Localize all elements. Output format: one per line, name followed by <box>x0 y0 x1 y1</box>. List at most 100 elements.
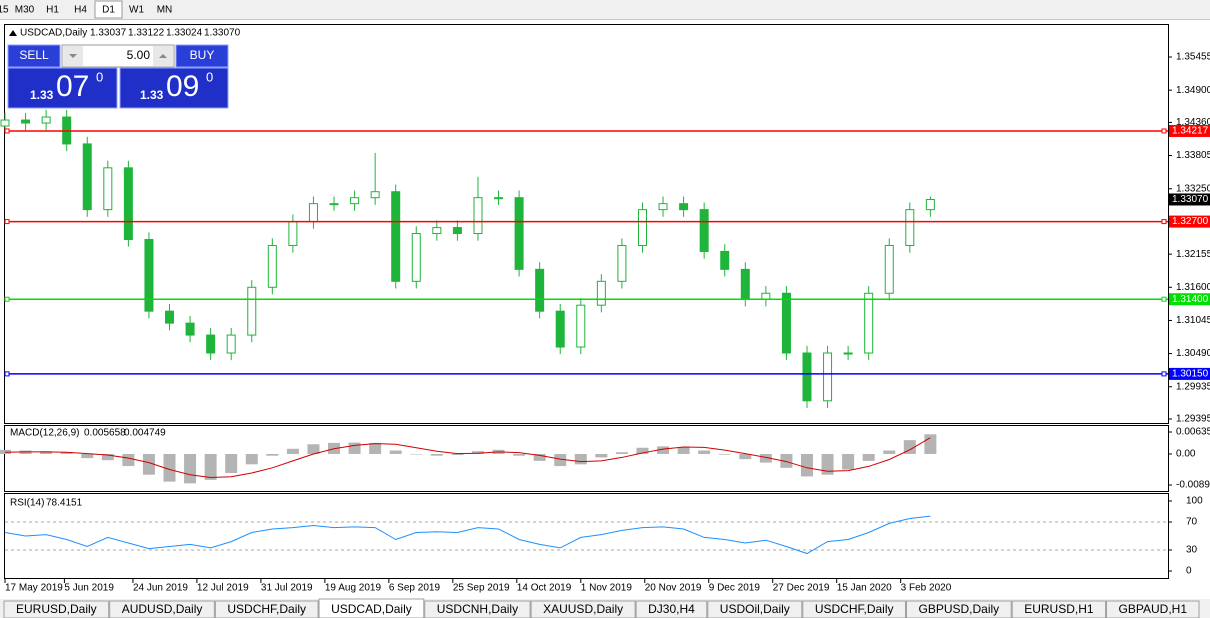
buy-price-point: 0 <box>206 69 213 84</box>
timeframe-label[interactable]: H1 <box>46 5 59 16</box>
level-handle <box>1161 371 1167 377</box>
macd-frame <box>4 425 1169 492</box>
macd-bar <box>615 452 628 454</box>
tab[interactable] <box>318 598 425 618</box>
tab-label[interactable]: GBPUSD,Daily <box>919 602 1000 616</box>
buy-button[interactable] <box>175 44 229 68</box>
level-label-box <box>1169 215 1210 228</box>
y-tick-label: 1.34360 <box>1176 117 1210 128</box>
candle-body <box>679 203 689 211</box>
current-price-box <box>1169 193 1210 206</box>
tab-label[interactable]: USDCHF,Daily <box>815 602 894 616</box>
candle-body <box>21 119 31 124</box>
rsi-line <box>4 515 931 555</box>
macd-bar <box>184 453 197 484</box>
macd-bar <box>657 446 670 454</box>
tab-label[interactable]: USDCNH,Daily <box>437 602 518 616</box>
toolbar <box>0 0 1210 19</box>
timeframe-label[interactable]: H4 <box>74 5 87 16</box>
y-tick-label: 0.006355 <box>1176 427 1210 438</box>
candle-body <box>452 227 462 235</box>
rsi-label: RSI(14) <box>10 498 44 509</box>
lots-input[interactable] <box>61 44 175 68</box>
candle-body <box>185 322 195 336</box>
timeframe-buttons: 15 M30 H1 H4 D1 W1 MN <box>0 0 178 19</box>
tab-label[interactable]: GBPAUD,H1 <box>1119 602 1188 616</box>
tab[interactable] <box>214 600 319 618</box>
candle-body <box>884 244 894 294</box>
ohlc-close: 1.33070 <box>204 28 241 39</box>
sell-price-big: 1.33 <box>30 88 54 102</box>
timeframe-button[interactable] <box>11 1 38 18</box>
x-tick-label: 27 Dec 2019 <box>773 583 830 594</box>
tab[interactable] <box>3 600 110 618</box>
macd-last: 0.005658 <box>84 428 126 439</box>
sell-label[interactable]: SELL <box>19 48 49 62</box>
tabs: EURUSD,Daily AUDUSD,Daily USDCHF,Daily USDC… <box>3 598 1200 618</box>
candle-body <box>781 292 791 354</box>
timeframe-label[interactable]: 15 <box>0 5 9 16</box>
signal-line <box>4 437 931 478</box>
candle-body <box>823 352 833 402</box>
candle-body <box>555 310 565 348</box>
y-tick-label: 1.33250 <box>1176 183 1210 194</box>
tab-label[interactable]: DJ30,H4 <box>648 602 695 616</box>
timeframe-button[interactable] <box>94 0 123 19</box>
y-tick-label: -0.008978 <box>1176 480 1210 491</box>
candle-body <box>843 352 853 355</box>
tab[interactable] <box>707 600 803 618</box>
tab-label[interactable]: USDCHF,Daily <box>227 602 306 616</box>
timeframe-button[interactable] <box>67 1 94 18</box>
level-label: 1.30150 <box>1172 369 1209 380</box>
tab[interactable] <box>906 600 1012 618</box>
buy-price-box[interactable] <box>119 67 229 109</box>
tab[interactable] <box>1106 600 1200 618</box>
y-tick-label: 1.31045 <box>1176 315 1210 326</box>
candle-body <box>206 334 216 354</box>
tab-label[interactable]: EURUSD,Daily <box>16 602 97 616</box>
signal-last: 0.004749 <box>124 428 166 439</box>
timeframe-label[interactable]: MN <box>157 5 173 16</box>
buy-price-big: 1.33 <box>140 88 164 102</box>
tab[interactable] <box>424 600 531 618</box>
candle-body <box>267 244 277 288</box>
x-tick-label: 19 Aug 2019 <box>325 583 382 594</box>
tab[interactable] <box>1011 600 1107 618</box>
macd-bar <box>348 442 361 454</box>
tab-label[interactable]: USDOil,Daily <box>720 602 790 616</box>
candle-body <box>494 197 504 200</box>
timeframe-label[interactable]: D1 <box>102 5 115 16</box>
tab[interactable] <box>802 600 906 618</box>
tab-label[interactable]: XAUUSD,Daily <box>543 602 623 616</box>
sell-button[interactable] <box>7 44 61 68</box>
macd-bar <box>821 453 834 475</box>
level-label-box <box>1169 124 1210 137</box>
y-tick-label: 1.33805 <box>1176 150 1210 161</box>
macd-bar <box>574 453 587 465</box>
timeframe-label[interactable]: M30 <box>15 5 35 16</box>
sell-price-box[interactable] <box>7 67 118 109</box>
tab[interactable] <box>635 600 708 618</box>
x-tick-label: 17 May 2019 <box>5 583 63 594</box>
tab-label[interactable]: EURUSD,H1 <box>1024 602 1094 616</box>
timeframe-button[interactable] <box>39 1 66 18</box>
ohlc-high: 1.33122 <box>128 28 165 39</box>
tab-label[interactable]: USDCAD,Daily <box>331 602 412 616</box>
macd-bar <box>924 434 937 454</box>
buy-label[interactable]: BUY <box>190 48 215 62</box>
candle-body <box>350 197 360 205</box>
x-tick-label: 9 Dec 2019 <box>709 583 761 594</box>
tab[interactable] <box>109 600 215 618</box>
timeframe-button[interactable] <box>123 1 150 18</box>
tab-label[interactable]: AUDUSD,Daily <box>122 602 203 616</box>
candle-body <box>411 233 421 282</box>
x-tick-label: 15 Jan 2020 <box>837 583 892 594</box>
candle-body <box>432 227 442 235</box>
macd-bar <box>410 453 423 455</box>
tab[interactable] <box>530 600 636 618</box>
timeframe-button[interactable] <box>151 1 178 18</box>
timeframe-button[interactable] <box>0 1 10 18</box>
candle-body <box>637 209 647 246</box>
timeframe-label[interactable]: W1 <box>129 5 144 16</box>
